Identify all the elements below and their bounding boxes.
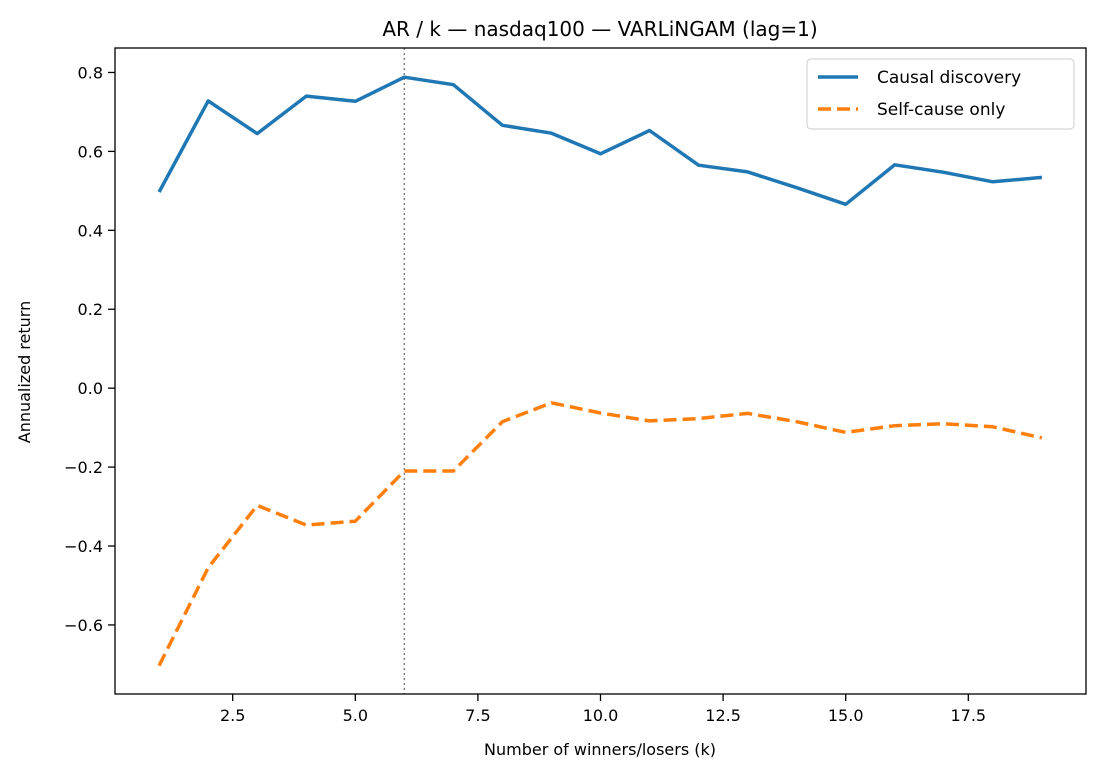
series-2-point: [353, 519, 357, 523]
legend-label-1: Causal discovery: [877, 68, 1021, 88]
series-1-point: [893, 163, 897, 167]
series-2-point: [157, 664, 161, 668]
series-1-point: [795, 186, 799, 190]
series-2-point: [942, 422, 946, 426]
series-1-point: [1040, 175, 1044, 179]
series-1-point: [500, 123, 504, 127]
series-2-point: [795, 420, 799, 424]
x-tick-label: 17.5: [950, 706, 986, 725]
series-1-point: [549, 131, 553, 135]
series-1-point: [304, 94, 308, 98]
x-tick-label: 2.5: [220, 706, 245, 725]
y-tick-label: 0.0: [78, 379, 103, 398]
y-axis-label: Annualized return: [15, 301, 34, 443]
series-line-1: [157, 75, 1043, 207]
series-line-2: [157, 401, 1043, 667]
series-2-point: [206, 566, 210, 570]
legend: Causal discovery Self-cause only: [806, 58, 1075, 130]
series-2-point: [500, 420, 504, 424]
series-2-point: [893, 424, 897, 428]
series-1-point: [255, 132, 259, 136]
y-tick-label: 0.2: [78, 300, 103, 319]
series-1-point: [402, 75, 406, 79]
series-1-point: [206, 99, 210, 103]
legend-label-2: Self-cause only: [877, 100, 1005, 120]
series-group: [157, 75, 1044, 668]
series-2-point: [549, 401, 553, 405]
chart-title: AR / k — nasdaq100 — VARLiNGAM (lag=1): [382, 17, 817, 41]
y-tick-label: −0.6: [64, 616, 103, 635]
series-1-point: [991, 180, 995, 184]
x-tick-label: 7.5: [465, 706, 490, 725]
series-2-point: [1040, 436, 1044, 440]
x-axis-label: Number of winners/losers (k): [484, 740, 716, 759]
series-1-point: [942, 170, 946, 174]
series-1-point: [697, 163, 701, 167]
series-1-point: [746, 170, 750, 174]
series-2-point: [304, 523, 308, 527]
y-tick-label: −0.4: [64, 537, 103, 556]
series-2-point: [844, 430, 848, 434]
series-1-point: [451, 83, 455, 87]
axes-group: 2.5 5.0 7.5 10.0 12.5 15.0 17.5 −0.6 −0.4 −0.2 0.0…: [64, 47, 1087, 725]
x-tick-label: 5.0: [343, 706, 368, 725]
y-tick-label: 0.8: [78, 63, 103, 82]
series-1-point: [353, 99, 357, 103]
series-1-point: [599, 152, 603, 156]
series-2-point: [599, 411, 603, 415]
x-tick-label: 15.0: [828, 706, 864, 725]
x-tick-label: 10.0: [583, 706, 619, 725]
series-2-point: [697, 417, 701, 421]
x-tick-label: 12.5: [705, 706, 741, 725]
series-2-point: [648, 419, 652, 423]
series-2-point: [402, 469, 406, 473]
series-1-point: [844, 202, 848, 206]
series-2-point: [746, 411, 750, 415]
series-2-point: [255, 503, 259, 507]
y-tick-label: −0.2: [64, 458, 103, 477]
series-2-point: [451, 469, 455, 473]
legend-box: [806, 58, 1075, 130]
y-tick-label: 0.4: [78, 221, 103, 240]
series-1-point: [157, 190, 161, 194]
series-2-point: [991, 425, 995, 429]
y-tick-label: 0.6: [78, 142, 103, 161]
series-1-point: [648, 128, 652, 132]
